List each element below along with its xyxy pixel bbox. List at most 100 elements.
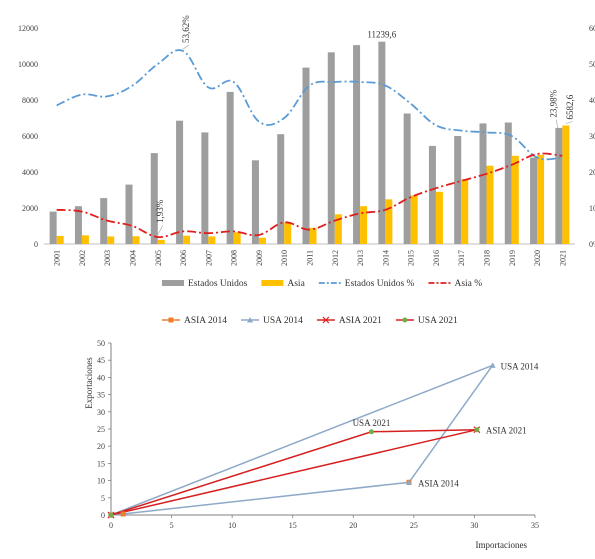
bar-estados-unidos: [226, 91, 234, 245]
y2-tick-label: 50: [589, 60, 595, 69]
data-label: 53,62%: [181, 15, 191, 43]
y2-tick-label: 10: [589, 204, 595, 213]
y-tick-label: 20: [97, 442, 105, 451]
bar-asia: [562, 125, 570, 244]
bar-estados-unidos: [428, 145, 436, 244]
x-tick-label: 2005: [154, 250, 163, 266]
y2-tick-label: 60: [589, 24, 595, 33]
x-tick-label: 2014: [381, 250, 390, 266]
series-line-usa-2014: [110, 363, 495, 516]
x-tick-label: 2013: [356, 250, 365, 266]
legend-label: Estados Unidos %: [345, 279, 415, 289]
data-label: 11239,6: [367, 30, 396, 40]
legend-marker: [168, 317, 174, 323]
bar-estados-unidos: [454, 136, 462, 244]
x-tick-label: 2021: [558, 250, 567, 266]
legend-marker: [247, 317, 254, 323]
x-tick-label: 2003: [103, 250, 112, 266]
y2-tick-label: 0%: [589, 240, 595, 249]
y-tick-label: 30: [97, 408, 105, 417]
legend-label: USA 2021: [418, 316, 458, 326]
data-label: 23,98%: [548, 89, 558, 117]
x-tick-label: 10: [228, 521, 236, 530]
bar-asia: [107, 236, 115, 244]
bar-estados-unidos: [479, 123, 487, 244]
line-estados-unidos-pct: [56, 49, 563, 161]
point-usa-2014: [406, 479, 413, 485]
annotation-leader: [182, 44, 190, 50]
x-tick-label: 2016: [432, 250, 441, 266]
bar-asia: [334, 214, 342, 244]
y2-tick-label: 30: [589, 132, 595, 141]
x-tick-label: 25: [410, 521, 418, 530]
x-tick-label: 2010: [280, 250, 289, 266]
y-tick-label: 10: [97, 477, 105, 486]
data-label: 1,93%: [155, 199, 165, 223]
bar-estados-unidos: [403, 113, 411, 244]
bar-estados-unidos: [504, 122, 512, 244]
bar-estados-unidos: [530, 157, 538, 244]
legend-label: ASIA 2014: [184, 316, 227, 326]
x-tick-label: 2004: [129, 250, 138, 266]
y-tick-label: 0: [34, 240, 38, 249]
bar-estados-unidos: [150, 153, 158, 244]
bar-asia: [233, 232, 241, 244]
bar-estados-unidos: [100, 198, 108, 244]
point-usa-2021: [368, 429, 374, 435]
bar-estados-unidos: [327, 52, 335, 244]
legend-swatch: [261, 280, 284, 286]
y2-tick-label: 20: [589, 168, 595, 177]
x-tick-label: 2008: [230, 250, 239, 266]
bar-estados-unidos: [201, 132, 209, 244]
bar-asia: [385, 199, 393, 244]
bar-estados-unidos: [378, 41, 386, 245]
x-tick-label: 2007: [204, 250, 213, 266]
bar-asia: [435, 191, 443, 244]
legend-label: ASIA 2021: [339, 316, 382, 326]
y-tick-label: 8000: [22, 96, 38, 105]
bar-asia: [81, 235, 89, 244]
bar-estados-unidos: [251, 160, 259, 244]
x-tick-label: 15: [289, 521, 297, 530]
bar-estados-unidos: [74, 206, 82, 244]
point-label: ASIA 2021: [486, 426, 527, 436]
bar-estados-unidos: [302, 67, 310, 244]
y-axis-label: Exportaciones: [84, 357, 94, 409]
y-tick-label: 10000: [18, 60, 38, 69]
y-tick-label: 6000: [22, 132, 38, 141]
x-tick-label: 2015: [407, 250, 416, 266]
point-asia-2014: [120, 511, 126, 517]
point-usa-2021: [108, 512, 114, 518]
bar-asia: [360, 206, 368, 244]
x-tick-label: 35: [531, 521, 539, 530]
bar-asia: [132, 236, 140, 244]
x-tick-label: 2009: [255, 250, 264, 266]
y-tick-label: 2000: [22, 204, 38, 213]
bar-asia: [511, 155, 519, 244]
annotation-leader: [565, 121, 573, 124]
bar-asia: [486, 165, 494, 244]
bar-estados-unidos: [176, 120, 184, 244]
y2-tick-label: 40: [589, 96, 595, 105]
x-tick-label: 2012: [331, 250, 340, 266]
legend-label: USA 2014: [263, 316, 303, 326]
x-tick-label: 2017: [457, 250, 466, 266]
bar-asia: [461, 179, 469, 244]
point-label: USA 2021: [353, 418, 391, 428]
bar-asia: [183, 235, 191, 244]
series-line-asia-2014: [110, 481, 410, 516]
x-tick-label: 2020: [533, 250, 542, 266]
legend-label: Asia: [287, 279, 305, 289]
x-tick-label: 2001: [53, 250, 62, 266]
line-asia-pct: [56, 152, 563, 239]
x-tick-label: 2018: [483, 250, 492, 266]
x-tick-label: 20: [349, 521, 357, 530]
annotation-leader: [157, 224, 164, 236]
x-tick-label: 2019: [508, 250, 517, 266]
y-tick-label: 35: [97, 391, 105, 400]
y-tick-label: 40: [97, 373, 105, 382]
bar-asia: [208, 236, 216, 244]
annotation-leader: [556, 119, 563, 156]
